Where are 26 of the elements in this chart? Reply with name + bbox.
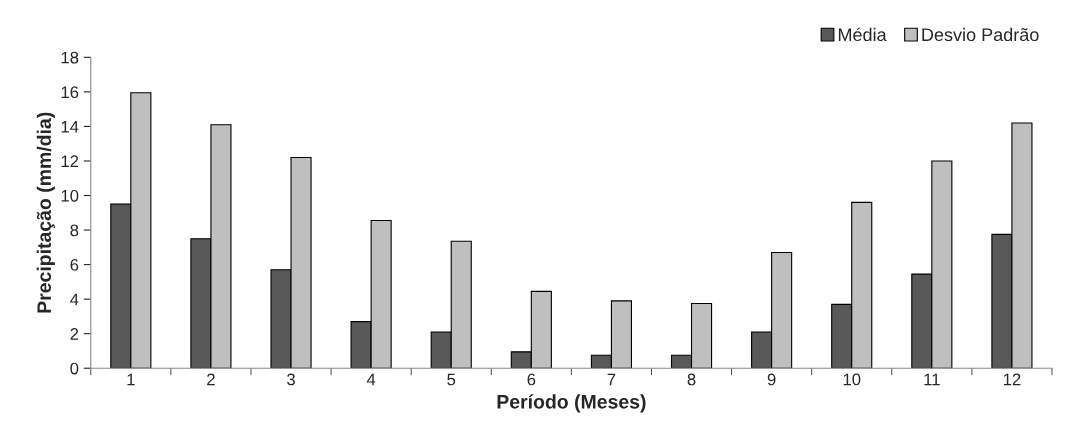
y-tick-label: 16 bbox=[61, 86, 79, 99]
y-tick-label: 2 bbox=[70, 328, 79, 340]
y-tick-label: 12 bbox=[61, 155, 79, 167]
x-tick-label: 5 bbox=[447, 373, 456, 386]
legend-label: Desvio Padrão bbox=[922, 27, 1039, 42]
x-tick-label: 6 bbox=[527, 373, 536, 386]
x-tick-label: 3 bbox=[287, 373, 295, 386]
y-tick-label: 8 bbox=[70, 224, 79, 237]
x-tick-label: 8 bbox=[687, 373, 696, 386]
y-tick-label: 14 bbox=[61, 120, 79, 133]
x-tick-label: 12 bbox=[1003, 373, 1021, 386]
x-tick-label: 11 bbox=[924, 373, 940, 386]
x-tick-label: 4 bbox=[366, 373, 376, 386]
y-tick-label: 18 bbox=[61, 51, 79, 64]
y-tick-label: 6 bbox=[70, 259, 79, 271]
x-tick-label: 10 bbox=[843, 373, 861, 386]
y-axis-title: Precipitação (mm/dia) bbox=[36, 112, 55, 313]
x-tick-label: 7 bbox=[607, 373, 616, 386]
x-axis-title: Período (Meses) bbox=[497, 394, 646, 413]
y-tick-label: 10 bbox=[61, 189, 79, 202]
legend-label: Média bbox=[838, 27, 887, 42]
x-tick-label: 2 bbox=[207, 373, 215, 386]
x-tick-label: 9 bbox=[767, 373, 776, 386]
y-tick-label: 0 bbox=[70, 362, 79, 375]
x-tick-label: 1 bbox=[127, 373, 135, 386]
y-tick-label: 4 bbox=[70, 293, 79, 306]
